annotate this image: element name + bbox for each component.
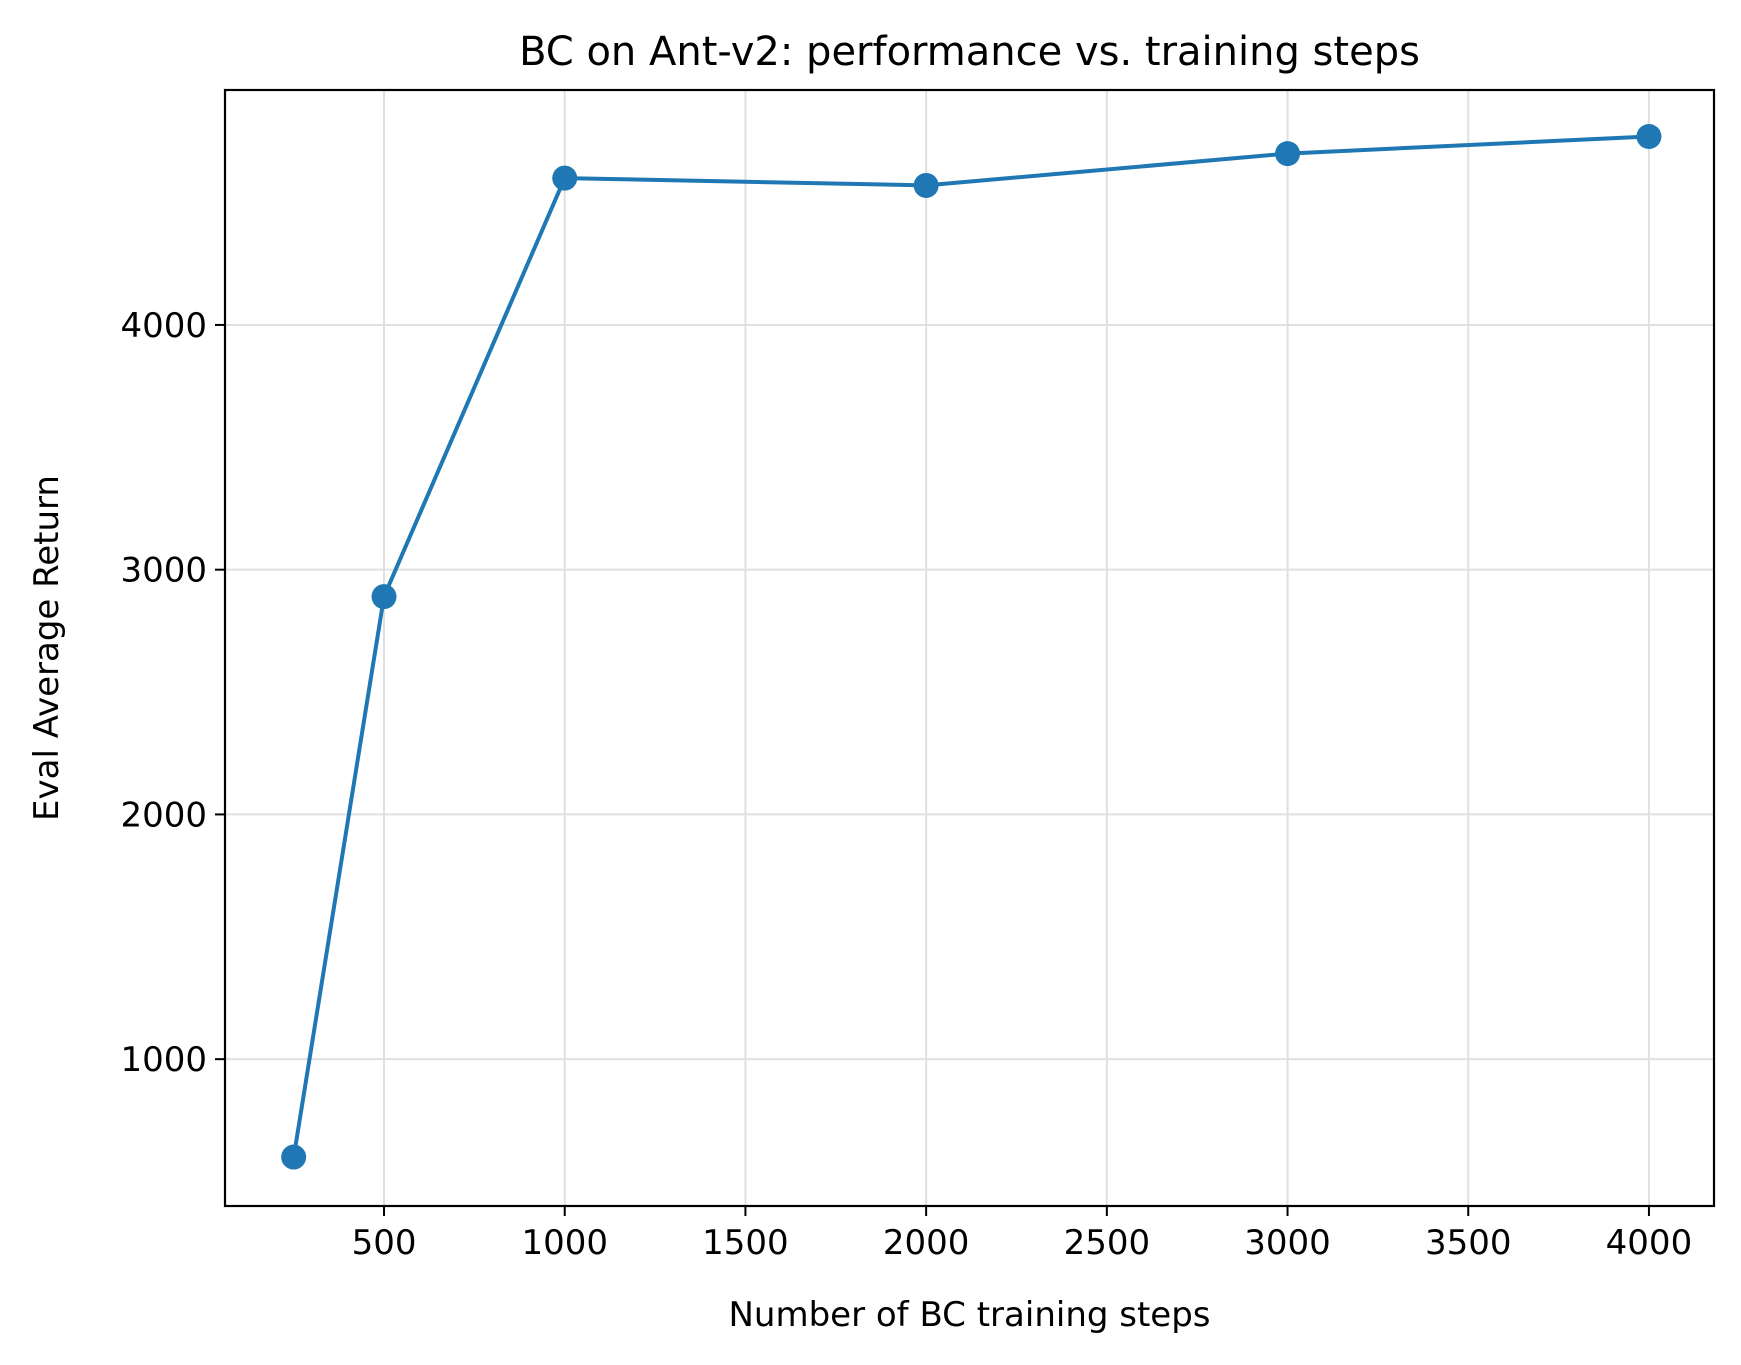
data-point bbox=[552, 165, 578, 191]
x-tick-label: 3500 bbox=[1425, 1223, 1512, 1263]
y-tick-label: 4000 bbox=[120, 306, 207, 346]
x-tick-label: 2500 bbox=[1064, 1223, 1151, 1263]
series-layer bbox=[281, 124, 1662, 1170]
plot-area-frame bbox=[223, 88, 1716, 1208]
x-tick-label: 500 bbox=[352, 1223, 417, 1263]
grid-lines bbox=[225, 90, 1714, 1206]
y-axis-label: Eval Average Return bbox=[27, 475, 67, 821]
data-point bbox=[1636, 124, 1662, 149]
x-tick-label: 4000 bbox=[1606, 1223, 1693, 1263]
y-tick-label: 1000 bbox=[120, 1040, 207, 1080]
data-point bbox=[371, 584, 397, 610]
data-point bbox=[1275, 141, 1301, 167]
x-tick-label: 1500 bbox=[702, 1223, 789, 1263]
axis-ticks: 500 1000 1500 2000 2500 3000 3500 4000 1000 2000 3… bbox=[120, 306, 1692, 1263]
data-point bbox=[281, 1144, 307, 1170]
data-point bbox=[913, 172, 939, 198]
x-axis-label: Number of BC training steps bbox=[728, 1295, 1210, 1335]
x-tick-label: 2000 bbox=[883, 1223, 970, 1263]
y-tick-label: 2000 bbox=[120, 795, 207, 835]
x-tick-label: 1000 bbox=[521, 1223, 608, 1263]
y-tick-label: 3000 bbox=[120, 551, 207, 591]
chart-title: BC on Ant-v2: performance vs. training s… bbox=[519, 29, 1420, 75]
x-tick-label: 3000 bbox=[1244, 1223, 1331, 1263]
series-line bbox=[291, 134, 1651, 1160]
